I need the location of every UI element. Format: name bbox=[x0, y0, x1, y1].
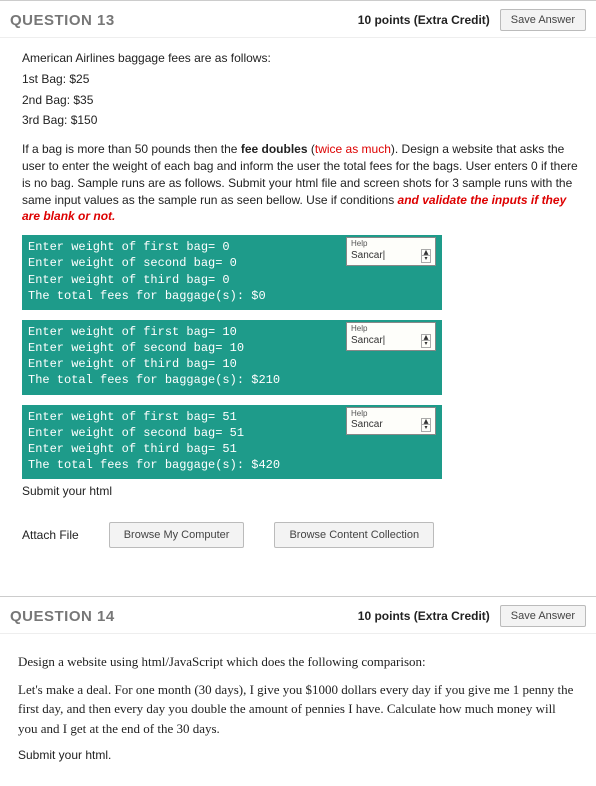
intro-text: American Airlines baggage fees are as fo… bbox=[22, 50, 578, 67]
question-points: 10 points (Extra Credit) bbox=[358, 13, 490, 27]
term-line: Enter weight of third bag= 51 bbox=[28, 441, 436, 457]
popup-help-label: Help bbox=[351, 324, 431, 334]
question-13: QUESTION 13 10 points (Extra Credit) Sav… bbox=[0, 0, 596, 562]
save-answer-button[interactable]: Save Answer bbox=[500, 9, 586, 31]
spacer bbox=[0, 562, 596, 596]
fee-line-3: 3rd Bag: $150 bbox=[22, 112, 578, 129]
q14-p1: Design a website using html/JavaScript w… bbox=[18, 652, 578, 672]
browse-my-computer-button[interactable]: Browse My Computer bbox=[109, 522, 245, 548]
fee-line-2: 2nd Bag: $35 bbox=[22, 92, 578, 109]
save-answer-button[interactable]: Save Answer bbox=[500, 605, 586, 627]
popup-text: Sancar| bbox=[351, 250, 385, 262]
popup-help-label: Help bbox=[351, 239, 431, 249]
term-line: Enter weight of third bag= 0 bbox=[28, 272, 436, 288]
question-14: QUESTION 14 10 points (Extra Credit) Sav… bbox=[0, 596, 596, 786]
attach-file-label: Attach File bbox=[22, 527, 79, 544]
sample-run-2: Help Sancar| ▴▾ Enter weight of first ba… bbox=[22, 320, 442, 395]
stepper-icon[interactable]: ▴▾ bbox=[421, 249, 431, 263]
popup-2: Help Sancar| ▴▾ bbox=[346, 322, 436, 351]
term-line: Enter weight of third bag= 10 bbox=[28, 356, 436, 372]
popup-1: Help Sancar| ▴▾ bbox=[346, 237, 436, 266]
submit-label: Submit your html bbox=[22, 483, 578, 500]
stepper-icon[interactable]: ▴▾ bbox=[421, 334, 431, 348]
question-header: QUESTION 13 10 points (Extra Credit) Sav… bbox=[0, 1, 596, 38]
term-line: The total fees for baggage(s): $420 bbox=[28, 457, 436, 473]
question-points: 10 points (Extra Credit) bbox=[358, 609, 490, 623]
term-line: The total fees for baggage(s): $210 bbox=[28, 372, 436, 388]
question-title: QUESTION 13 bbox=[10, 12, 358, 29]
question-body: American Airlines baggage fees are as fo… bbox=[0, 38, 596, 562]
q14-p2: Let's make a deal. For one month (30 day… bbox=[18, 680, 578, 739]
term-line: The total fees for baggage(s): $0 bbox=[28, 288, 436, 304]
popup-3: Help Sancar ▴▾ bbox=[346, 407, 436, 436]
para-space: ( bbox=[308, 142, 315, 156]
para-bold: fee doubles bbox=[241, 142, 308, 156]
browse-content-collection-button[interactable]: Browse Content Collection bbox=[274, 522, 434, 548]
instruction-paragraph: If a bag is more than 50 pounds then the… bbox=[22, 141, 578, 225]
question-header: QUESTION 14 10 points (Extra Credit) Sav… bbox=[0, 597, 596, 634]
sample-run-3: Help Sancar ▴▾ Enter weight of first bag… bbox=[22, 405, 442, 480]
sample-run-1: Help Sancar| ▴▾ Enter weight of first ba… bbox=[22, 235, 442, 310]
q14-submit: Submit your html. bbox=[18, 746, 578, 764]
question-title: QUESTION 14 bbox=[10, 608, 358, 625]
fee-line-1: 1st Bag: $25 bbox=[22, 71, 578, 88]
popup-text: Sancar bbox=[351, 419, 383, 431]
popup-help-label: Help bbox=[351, 409, 431, 419]
para-a: If a bag is more than 50 pounds then the bbox=[22, 142, 241, 156]
question-body: Design a website using html/JavaScript w… bbox=[0, 634, 596, 786]
popup-text: Sancar| bbox=[351, 335, 385, 347]
stepper-icon[interactable]: ▴▾ bbox=[421, 418, 431, 432]
attach-row: Attach File Browse My Computer Browse Co… bbox=[22, 522, 578, 548]
para-red: twice as much bbox=[315, 142, 391, 156]
